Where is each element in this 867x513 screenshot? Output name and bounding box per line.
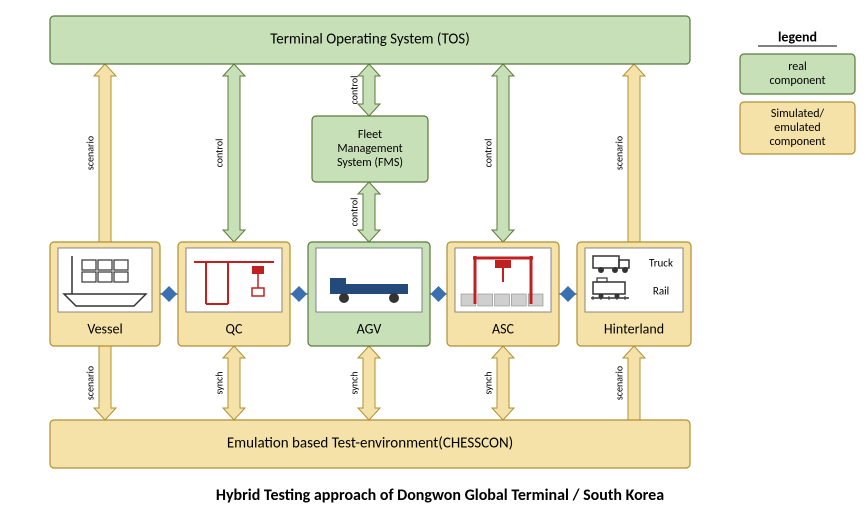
svg-text:scenario: scenario [612,366,625,400]
svg-text:Hinterland: Hinterland [604,320,664,337]
svg-text:scenario: scenario [83,366,96,400]
figure-title: Hybrid Testing approach of Dongwon Globa… [216,486,664,505]
svg-text:Terminal Operating System (TOS: Terminal Operating System (TOS) [270,31,470,49]
svg-text:scenario: scenario [83,136,96,170]
svg-text:ASC: ASC [492,320,515,337]
svg-text:control: control [212,139,225,168]
node-asc: ASC [447,242,559,346]
svg-text:legend: legend [778,28,817,45]
svg-text:control: control [481,139,494,168]
node-agv: AGV [308,242,430,346]
diagram-canvas: scenario control control control scenario con… [0,0,867,513]
svg-text:control: control [347,198,360,227]
svg-text:AGV: AGV [357,320,382,337]
chesscon-box: Emulation based Test-environment(CHESSCO… [50,420,690,468]
svg-text:scenario: scenario [612,136,625,170]
svg-text:Rail: Rail [653,285,669,298]
node-qc: QC [178,242,290,346]
svg-text:Vessel: Vessel [87,320,122,337]
svg-text:control: control [347,76,360,105]
fms-box: FleetManagementSystem (FMS) [312,116,428,182]
svg-text:synch: synch [347,372,360,395]
tos-box: Terminal Operating System (TOS) [50,16,690,64]
node-vessel: Vessel [50,242,160,346]
svg-text:QC: QC [226,320,243,337]
legend: legendrealcomponentSimulated/emulatedcom… [740,28,855,154]
svg-text:synch: synch [212,372,225,395]
svg-text:Emulation based Test-environme: Emulation based Test-environment(CHESSCO… [227,435,513,453]
node-hinter: Hinterland Truck Rail [577,242,691,346]
svg-text:synch: synch [481,372,494,395]
svg-text:Simulated/emulatedcomponent: Simulated/emulatedcomponent [769,107,825,149]
svg-text:Truck: Truck [649,257,673,270]
